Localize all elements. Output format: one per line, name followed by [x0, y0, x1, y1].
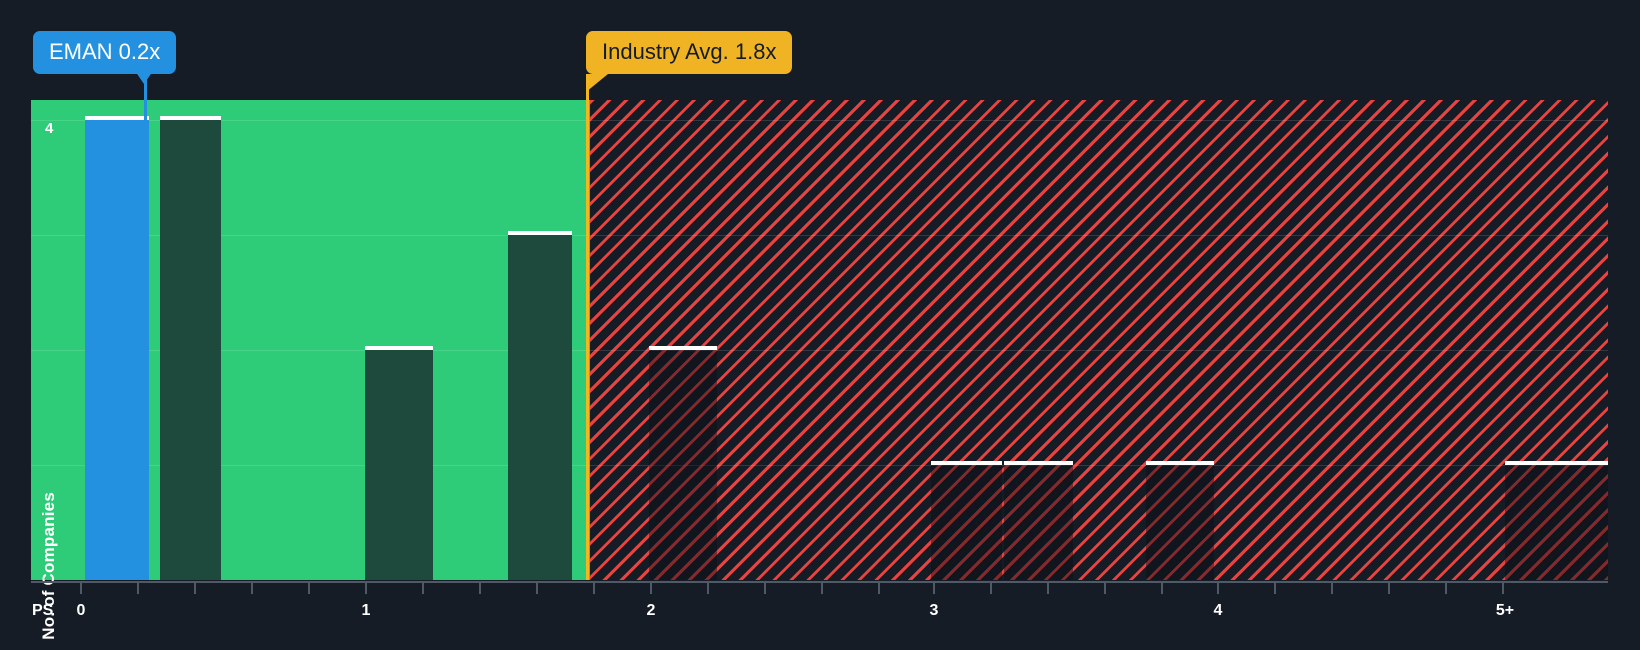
bar-bin-3[interactable] [365, 346, 433, 580]
bar-cap [931, 461, 1002, 465]
x-tick-minor [479, 583, 481, 594]
bar-cap [1004, 461, 1073, 465]
x-tick-label-4: 4 [1213, 602, 1223, 619]
x-tick-minor [422, 583, 424, 594]
eman-tooltip[interactable]: EMAN 0.2x [33, 31, 177, 75]
x-tick-minor [1104, 583, 1106, 594]
bar-bin-8[interactable] [1146, 461, 1214, 580]
gridline-1 [31, 465, 1608, 466]
bar-bin-5[interactable] [649, 346, 717, 580]
industry-avg-marker-stem [586, 74, 589, 100]
x-tick-minor [878, 583, 880, 594]
bar-bin-2[interactable] [160, 116, 221, 580]
x-tick-minor [1445, 583, 1447, 594]
industry-avg-tooltip-tail [586, 74, 608, 92]
x-tick-minor [536, 583, 538, 594]
bar-cap [160, 116, 221, 120]
gridline-2 [31, 350, 1608, 351]
x-tick-4 [1217, 583, 1219, 594]
industry-avg-tooltip[interactable]: Industry Avg. 1.8x [586, 31, 793, 75]
x-tick-label-5plus: 5+ [1495, 602, 1515, 619]
industry-avg-marker-line [586, 100, 589, 580]
x-tick-minor [1161, 583, 1163, 594]
plot-area [31, 100, 1608, 580]
bar-cap [508, 231, 572, 235]
x-tick-label-3: 3 [929, 602, 939, 619]
bar-cap [1146, 461, 1214, 465]
x-tick-1 [365, 583, 367, 594]
x-tick-0 [80, 583, 82, 594]
x-tick-2 [650, 583, 652, 594]
bar-bin-9[interactable] [1505, 461, 1608, 580]
bar-eman-highlight[interactable] [85, 116, 149, 580]
x-tick-minor [194, 583, 196, 594]
y-tick-label-4: 4 [45, 120, 54, 137]
x-tick-minor [764, 583, 766, 594]
x-tick-minor [1331, 583, 1333, 594]
x-tick-minor [1274, 583, 1276, 594]
bar-bin-7[interactable] [1004, 461, 1073, 580]
bar-cap [85, 116, 149, 120]
x-tick-minor [251, 583, 253, 594]
bar-bin-4[interactable] [508, 231, 572, 580]
x-tick-label-1: 1 [361, 602, 371, 619]
zone-expensive-hatched-band [590, 100, 1608, 580]
bar-cap [365, 346, 433, 350]
x-tick-minor [1047, 583, 1049, 594]
x-tick-minor [990, 583, 992, 594]
eman-marker-stem [144, 78, 147, 120]
bar-cap [649, 346, 717, 350]
x-tick-3 [933, 583, 935, 594]
x-tick-5plus [1502, 583, 1504, 594]
x-tick-minor [821, 583, 823, 594]
bar-cap [1505, 461, 1608, 465]
x-tick-minor [137, 583, 139, 594]
x-tick-minor [707, 583, 709, 594]
x-axis-title: PS [32, 602, 54, 619]
gridline-4 [31, 120, 1608, 121]
x-tick-label-2: 2 [646, 602, 656, 619]
gridline-3 [31, 235, 1608, 236]
x-tick-minor [1388, 583, 1390, 594]
x-tick-minor [593, 583, 595, 594]
x-tick-minor [308, 583, 310, 594]
bar-bin-6[interactable] [931, 461, 1002, 580]
x-tick-label-0: 0 [76, 602, 86, 619]
x-axis-line [31, 581, 1608, 583]
